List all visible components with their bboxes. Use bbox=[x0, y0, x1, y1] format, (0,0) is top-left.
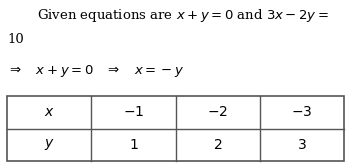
Text: $1$: $1$ bbox=[128, 138, 138, 152]
Text: Given equations are $x + y = 0$ and $3x - 2y=$: Given equations are $x + y = 0$ and $3x … bbox=[37, 7, 329, 24]
Text: 10: 10 bbox=[7, 33, 24, 46]
Text: $2$: $2$ bbox=[213, 138, 222, 152]
Bar bbox=[7, 96, 344, 161]
Text: $3$: $3$ bbox=[297, 138, 307, 152]
Text: $-2$: $-2$ bbox=[207, 105, 228, 120]
Text: $y$: $y$ bbox=[44, 137, 54, 152]
Text: $-3$: $-3$ bbox=[291, 105, 312, 120]
Text: $x$: $x$ bbox=[44, 105, 54, 120]
Text: $\Rightarrow$   $x + y = 0$   $\Rightarrow$   $x = -y$: $\Rightarrow$ $x + y = 0$ $\Rightarrow$ … bbox=[7, 63, 185, 79]
Text: $-1$: $-1$ bbox=[123, 105, 144, 120]
